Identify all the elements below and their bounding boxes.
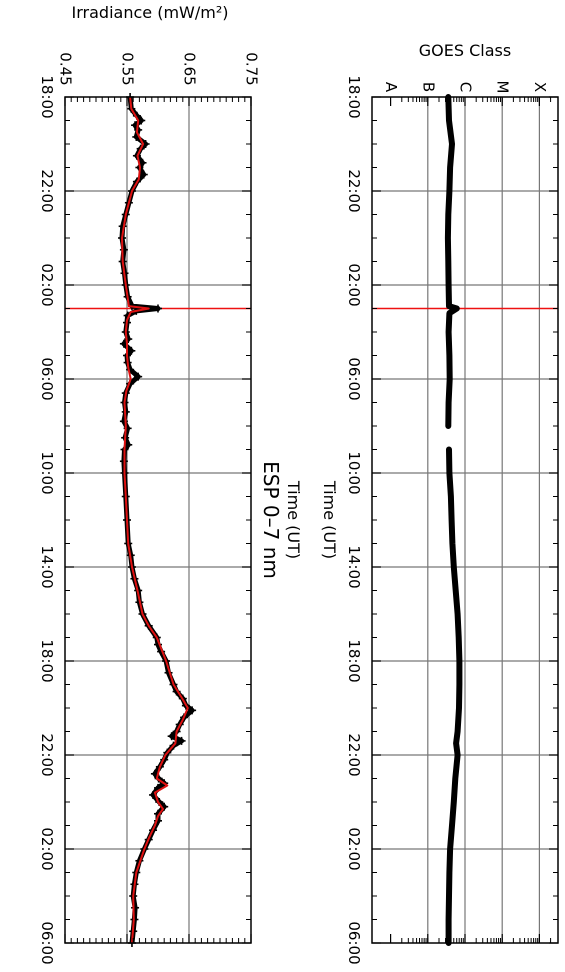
goes-time-tick-label: 02:00 [345, 827, 363, 870]
goes-class-label: C [457, 82, 475, 92]
irradiance-time-tick-label: 18:00 [38, 75, 56, 118]
irradiance-value-tick-label: 0.55 [119, 52, 137, 85]
irradiance-ticks: 18:00 22:00 02:00 06:00 10:00 14:00 18:00 22:00… [38, 52, 261, 964]
goes-class-label: X [531, 82, 549, 92]
goes-axis-label: GOES Class [419, 41, 511, 60]
goes-time-tick-label: 10:00 [345, 451, 363, 494]
irradiance-value-tick-label: 0.75 [243, 52, 261, 85]
goes-class-label: B [419, 82, 437, 92]
goes-time-tick-label: 18:00 [345, 75, 363, 118]
irradiance-time-tick-label: 22:00 [38, 733, 56, 776]
goes-time-tick-label: 06:00 [345, 357, 363, 400]
goes-time-tick-label: 18:00 [345, 639, 363, 682]
irradiance-value-tick-label: 0.65 [181, 52, 199, 85]
irradiance-time-tick-label: 02:00 [38, 263, 56, 306]
irradiance-time-tick-label: 10:00 [38, 451, 56, 494]
goes-marks [372, 94, 558, 946]
irradiance-time-tick-label: 14:00 [38, 545, 56, 588]
goes-flux-line [445, 446, 463, 946]
goes-ticks: 18:00 22:00 02:00 06:00 10:00 14:00 18:00 22:00… [345, 75, 558, 965]
irradiance-time-tick-label: 18:00 [38, 639, 56, 682]
irradiance-marks [65, 93, 251, 947]
goes-time-tick-label: 02:00 [345, 263, 363, 306]
goes-time-axis-label: Time (UT) [320, 480, 339, 559]
goes-class-label: M [494, 81, 512, 94]
goes-time-tick-label: 22:00 [345, 169, 363, 212]
goes-flux-line [444, 94, 460, 429]
irradiance-chart-title: ESP 0–7 nm [259, 461, 283, 579]
goes-time-tick-label: 22:00 [345, 733, 363, 776]
irradiance-time-tick-label: 02:00 [38, 827, 56, 870]
goes-time-tick-label: 06:00 [345, 921, 363, 964]
irradiance-axis-label: Irradiance (mW/m²) [72, 3, 229, 22]
irradiance-time-axis-label: Time (UT) [284, 480, 303, 559]
goes-panel: 18:00 22:00 02:00 06:00 10:00 14:00 18:00 22:00… [320, 41, 559, 965]
irradiance-value-tick-label: 0.45 [57, 52, 75, 85]
goes-class-label: A [382, 82, 400, 93]
irradiance-time-tick-label: 22:00 [38, 169, 56, 212]
goes-time-tick-label: 14:00 [345, 545, 363, 588]
irradiance-time-tick-label: 06:00 [38, 921, 56, 964]
irradiance-panel: 18:00 22:00 02:00 06:00 10:00 14:00 18:00 22:00… [38, 3, 303, 965]
goes-grid [372, 97, 558, 943]
irradiance-time-tick-label: 06:00 [38, 357, 56, 400]
irradiance-model-line [121, 96, 189, 944]
